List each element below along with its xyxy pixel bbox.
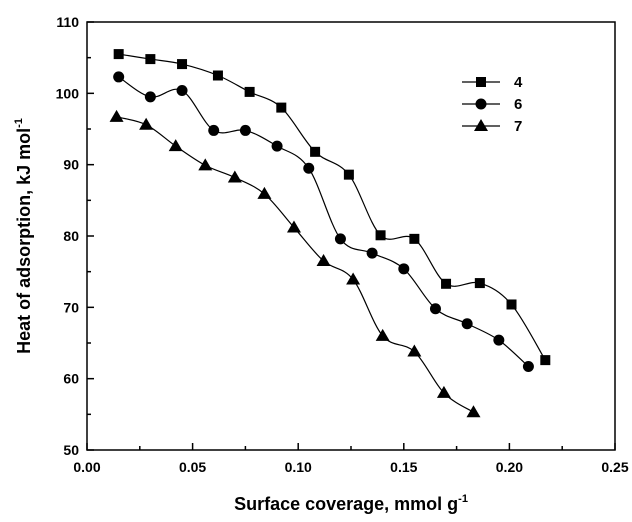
series-6-point [493,334,505,346]
legend-marker-6 [475,98,487,110]
legend: 4 6 7 [462,74,523,135]
y-tick-label: 100 [56,85,80,101]
series-7-point [346,272,361,285]
series-4-point [375,230,386,241]
series-7-point [375,328,390,341]
series-7-point [407,344,422,357]
x-tick-label: 0.15 [390,459,417,475]
x-tick-label: 0.05 [179,459,206,475]
legend-marker-7 [474,119,488,131]
series-6-point [429,303,441,315]
series-7-point [466,405,481,418]
series-6-point [461,318,473,330]
series-7-point [109,109,124,122]
series-4-point [276,102,287,113]
series-6-point [176,84,188,96]
y-tick-label: 80 [63,228,79,244]
x-tick-label: 0.10 [285,459,312,475]
y-tick-label: 90 [63,157,79,173]
x-axis-title: Surface coverage, mmol g-1 [234,493,468,514]
series-4-point [506,299,517,310]
y-tick-label: 60 [63,371,79,387]
legend-label-4: 4 [514,74,523,91]
series-4-point [343,169,354,180]
series-4-point [310,146,321,157]
y-tick-label: 50 [63,442,79,458]
series-6-point [334,233,346,245]
series-4-point [409,233,420,244]
series-4-point [145,54,156,65]
y-tick-label: 70 [63,299,79,315]
x-tick-label: 0.25 [601,459,628,475]
series-7-point [139,117,154,130]
series-4-point [244,86,255,97]
series-4-point [474,278,485,289]
series-6-point [239,124,251,136]
series-7-point [286,220,301,233]
series-7-point [436,385,451,398]
y-axis-title: Heat of adsorption, kJ mol-1 [13,118,34,354]
series-7-point [227,170,242,183]
series-markers [109,49,551,418]
series-7-point [316,253,331,266]
series-4-point [177,59,188,70]
y-tick-label: 110 [56,14,79,30]
series-6-point [144,91,156,103]
series-4-point [113,49,124,60]
legend-label-7: 7 [514,118,522,135]
series-4-point [540,355,551,366]
series-6-point [398,263,410,275]
x-tick-label: 0.00 [73,459,100,475]
series-6-point [271,140,283,152]
series-6-point [303,162,315,174]
series-6-point [366,247,378,259]
series-7-point [257,186,272,199]
x-tick-label: 0.20 [496,459,523,475]
series-7-point [198,158,213,171]
legend-label-6: 6 [514,96,522,113]
plot-frame [86,21,616,451]
series-6-point [208,124,220,136]
series-6-point [522,361,534,373]
series-7-point [168,139,183,152]
series-6-point [113,71,125,83]
series-4-point [441,278,452,289]
series-7-line [116,116,474,413]
axis-ticks: 0.00 0.05 0.10 0.15 0.20 0.25 50 60 70 80 90 100 110 [56,14,629,475]
series-4-point [212,70,223,81]
legend-marker-4 [476,77,486,87]
